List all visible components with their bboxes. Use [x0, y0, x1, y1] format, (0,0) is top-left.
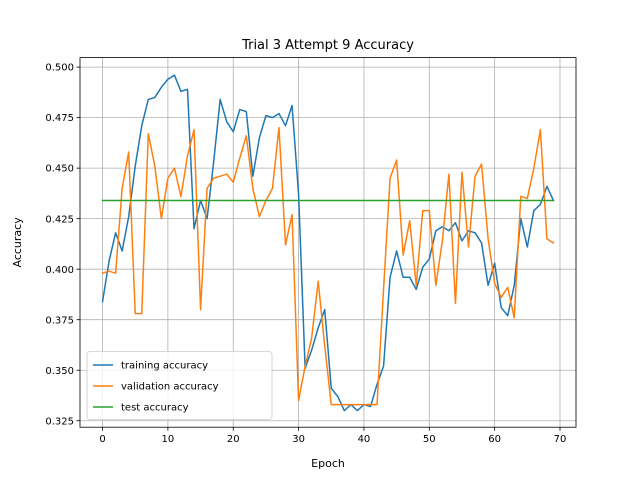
y-tick-label: 0.325: [45, 416, 74, 427]
y-tick-label: 0.375: [45, 315, 74, 326]
x-tick-label: 70: [554, 434, 567, 445]
plot-lines: [101, 74, 555, 412]
x-tick-label: 50: [423, 434, 436, 445]
y-tick-label: 0.425: [45, 214, 74, 225]
y-axis-label: Accuracy: [11, 217, 24, 268]
test-accuracy-legend-label: test accuracy: [121, 403, 189, 414]
validation-accuracy-line: [101, 126, 555, 406]
x-axis-ticks: 0 10 20 30 40 50 60 70: [99, 427, 566, 445]
validation-accuracy-legend-label: validation accuracy: [121, 382, 219, 393]
x-axis-label: Epoch: [311, 457, 345, 470]
y-tick-label: 0.450: [45, 164, 74, 175]
x-tick-label: 30: [292, 434, 305, 445]
x-tick-label: 0: [99, 434, 105, 445]
y-tick-label: 0.500: [45, 63, 74, 74]
y-tick-label: 0.475: [45, 113, 74, 124]
y-tick-label: 0.400: [45, 265, 74, 276]
x-tick-label: 10: [162, 434, 175, 445]
y-tick-label: 0.350: [45, 366, 74, 377]
legend: training accuracy validation accuracy test…: [86, 351, 273, 420]
legend-box: [86, 351, 273, 420]
chart-title: Trial 3 Attempt 9 Accuracy: [241, 38, 414, 53]
training-accuracy-legend-label: training accuracy: [121, 361, 208, 372]
training-accuracy-line: [101, 74, 555, 412]
x-tick-label: 60: [488, 434, 501, 445]
x-tick-label: 40: [358, 434, 371, 445]
axes-frame: [79, 57, 577, 428]
y-axis-ticks: 0.325 0.350 0.375 0.400 0.425 0.450 0.475 0.500: [45, 63, 80, 427]
x-tick-label: 20: [227, 434, 240, 445]
